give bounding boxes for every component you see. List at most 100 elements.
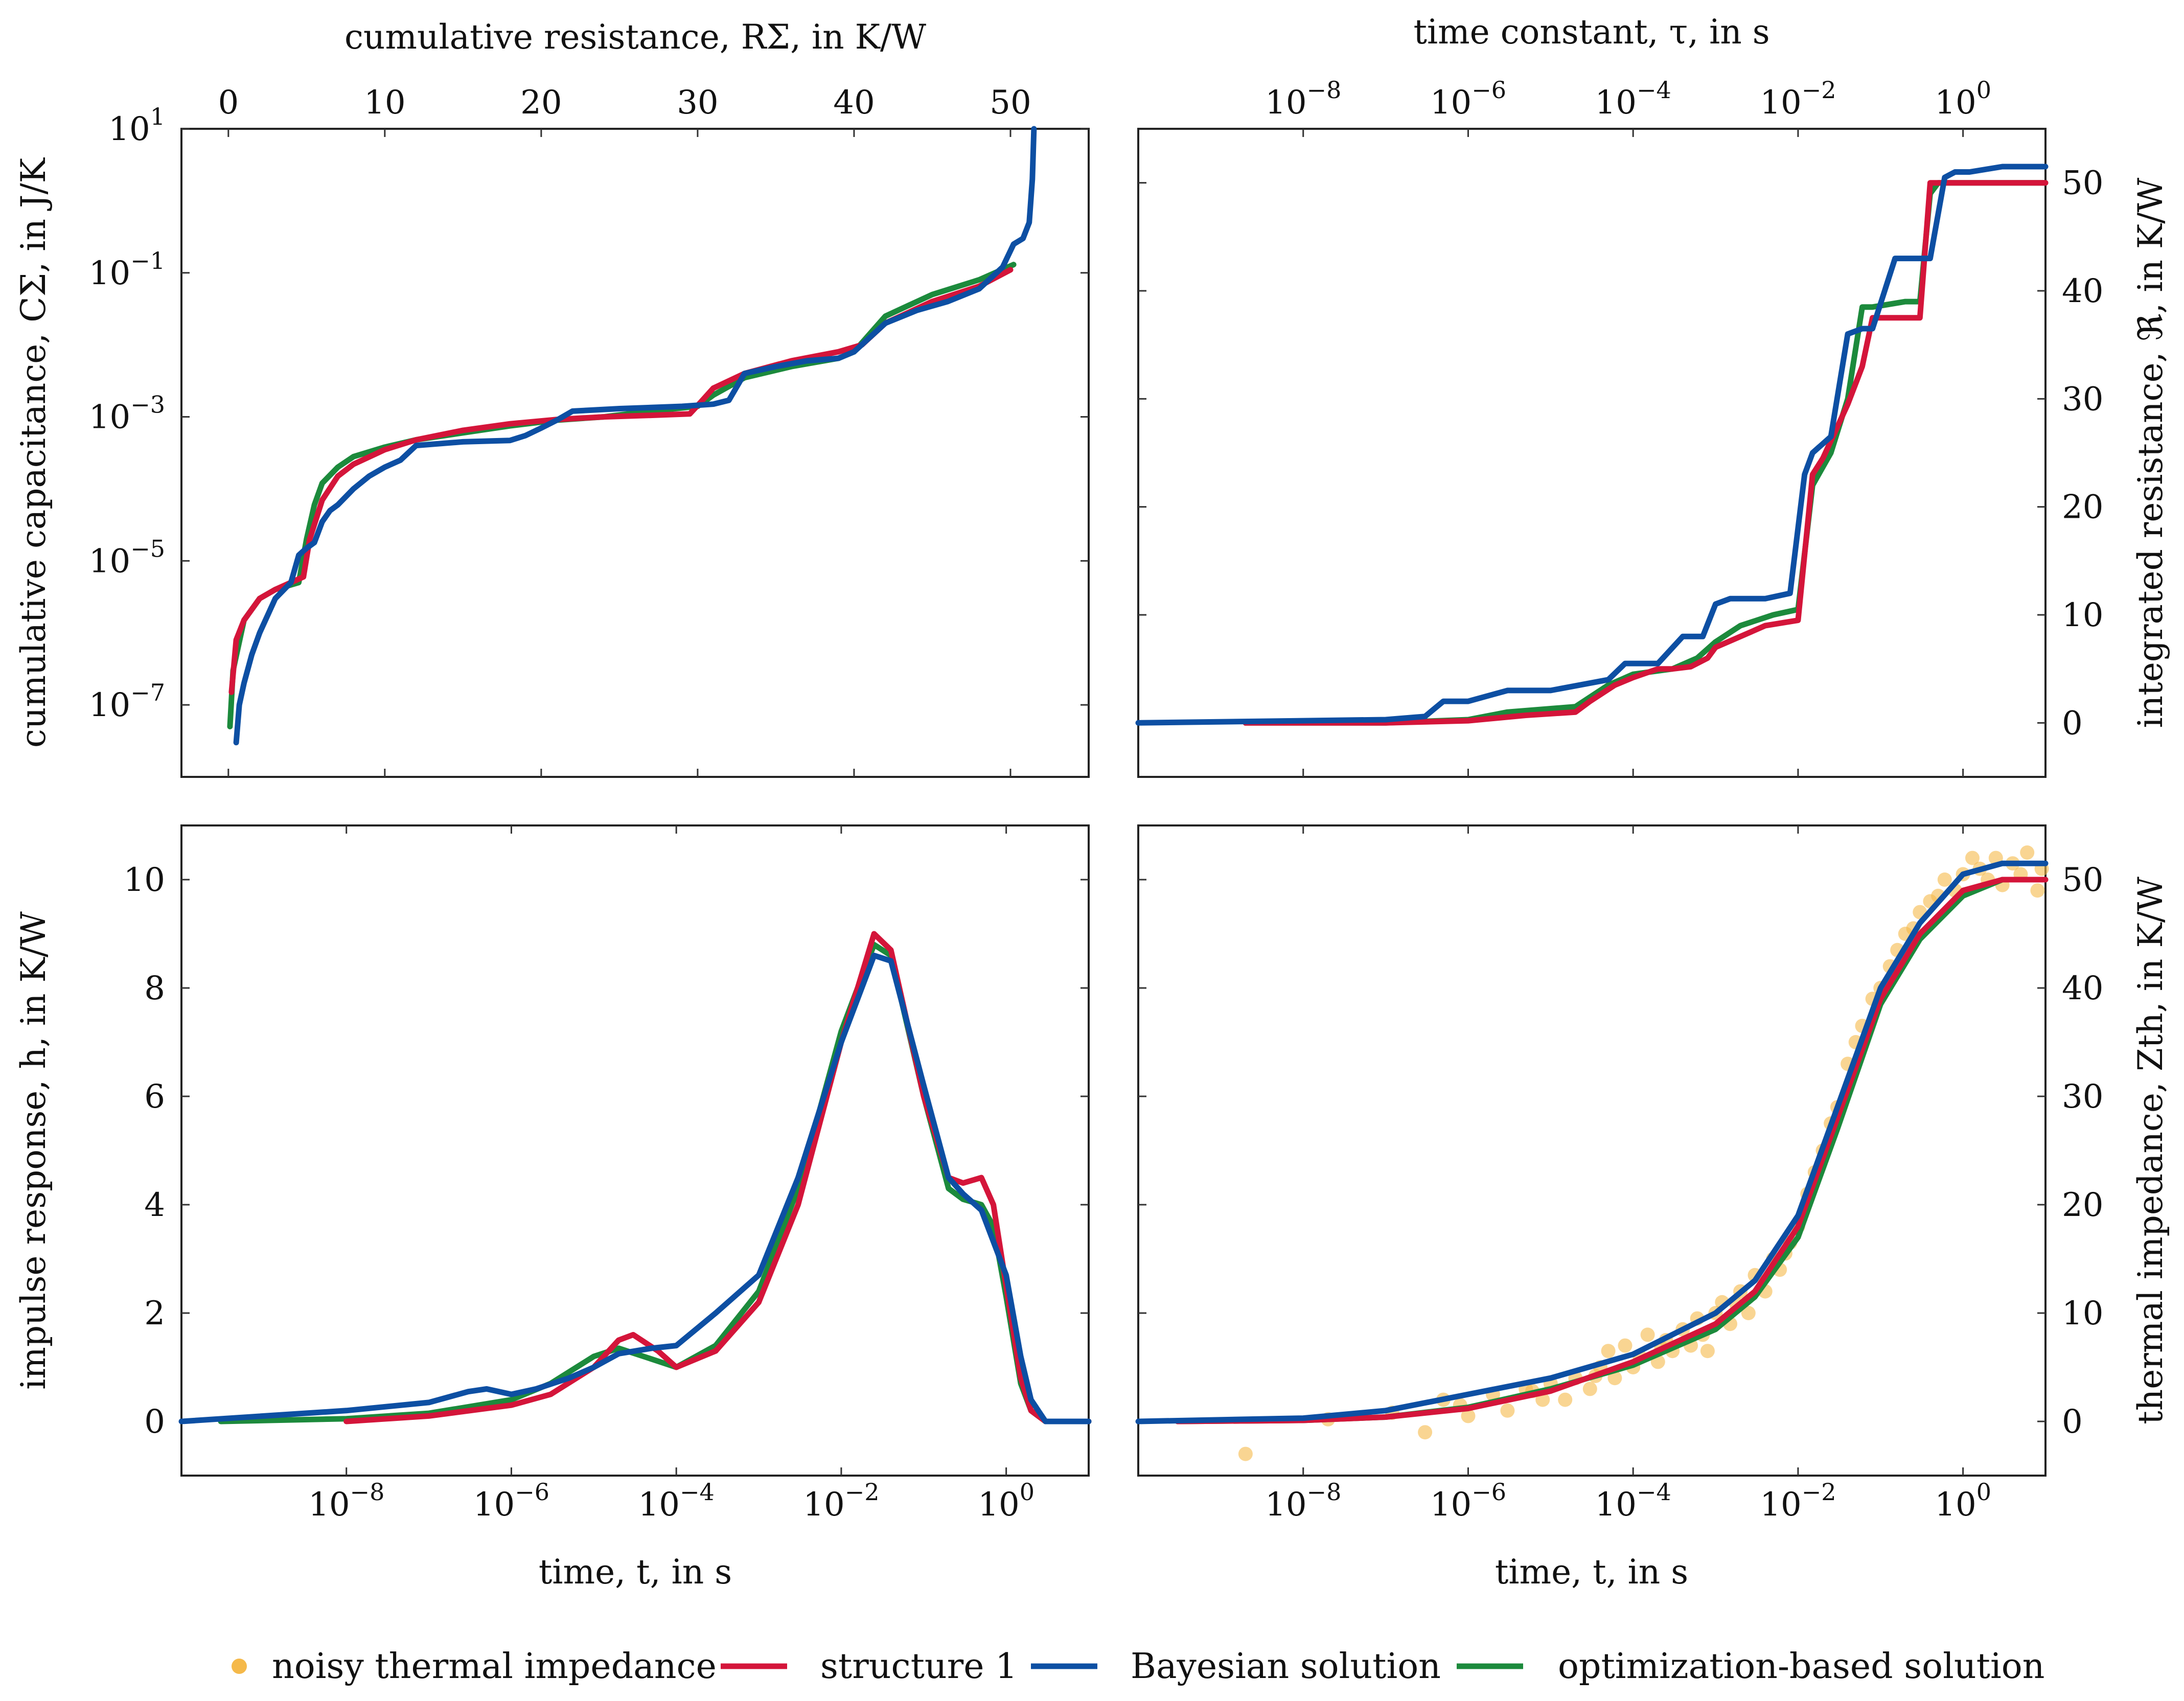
x-tick-exponent: −4 bbox=[1637, 1478, 1671, 1506]
integrated-x-axis-label: time constant, τ, in s bbox=[1413, 12, 1769, 52]
x-tick-label: 10−4 bbox=[1595, 76, 1671, 122]
y-tick-exponent: −7 bbox=[130, 679, 165, 706]
y-tick-label: 40 bbox=[2062, 272, 2103, 310]
noisy-impedance-point bbox=[1640, 1327, 1655, 1342]
structure-series-line bbox=[1175, 877, 2049, 1424]
x-tick-label: 10−4 bbox=[638, 1478, 715, 1524]
x-tick-label: 10−6 bbox=[1430, 1478, 1506, 1524]
cumulative-x-ticks: 0 10 20 30 40 50 bbox=[218, 84, 1031, 777]
bayes-series-line bbox=[1135, 164, 2049, 726]
x-tick-exponent: −6 bbox=[515, 1478, 549, 1506]
impedance-plot-frame bbox=[1137, 824, 2047, 1477]
y-tick-label: 6 bbox=[144, 1078, 165, 1116]
y-tick-label: 8 bbox=[144, 970, 165, 1007]
cumulative-y-axis-label: cumulative capacitance, CΣ, in J/K bbox=[14, 157, 53, 748]
impedance-lines bbox=[1135, 860, 2049, 1424]
bayes-series-line bbox=[233, 126, 1037, 746]
x-tick-exponent: −4 bbox=[680, 1478, 715, 1506]
impulse-plot-frame bbox=[180, 824, 1090, 1477]
y-tick-label: 30 bbox=[2062, 1078, 2103, 1116]
y-tick-label: 0 bbox=[144, 1403, 165, 1441]
noisy-impedance-point bbox=[1238, 1446, 1253, 1461]
y-tick-label: 10 bbox=[2062, 596, 2103, 634]
legend: noisy thermal impedance structure 1 Baye… bbox=[232, 1646, 2044, 1687]
x-tick-exponent: 0 bbox=[1976, 76, 1991, 104]
noisy-impedance-point bbox=[1418, 1425, 1433, 1440]
x-tick-label: 30 bbox=[677, 84, 718, 122]
x-tick-exponent: −6 bbox=[1472, 76, 1506, 104]
integrated-x-ticks: 10−8 10−6 10−4 10−2 100 bbox=[1265, 76, 1991, 777]
impulse-y-axis-label: impulse response, h, in K/W bbox=[14, 911, 53, 1390]
structure-series-line bbox=[1243, 180, 2049, 726]
x-tick-label: 10−2 bbox=[1760, 76, 1836, 122]
impedance-y-axis-label: thermal impedance, Zth, in K/W bbox=[2131, 877, 2170, 1424]
cumulative-x-axis-label: cumulative resistance, RΣ, in K/W bbox=[344, 17, 926, 57]
cumulative-plot-frame bbox=[180, 128, 1090, 778]
noisy-impedance-point bbox=[1558, 1392, 1573, 1407]
y-tick-label: 2 bbox=[144, 1295, 165, 1332]
impulse-lines bbox=[178, 931, 1092, 1424]
x-tick-label: 40 bbox=[833, 84, 875, 122]
y-tick-label: 0 bbox=[2062, 1403, 2083, 1441]
y-tick-label: 10−5 bbox=[89, 535, 165, 580]
x-tick-exponent: 0 bbox=[1020, 1478, 1034, 1506]
legend-bayes-label: Bayesian solution bbox=[1131, 1646, 1441, 1687]
x-tick-label: 10−8 bbox=[1265, 1478, 1341, 1524]
noisy-impedance-point bbox=[1965, 850, 1980, 865]
noisy-impedance-point bbox=[1700, 1344, 1715, 1359]
x-tick-exponent: −6 bbox=[1472, 1478, 1506, 1506]
x-tick-exponent: −2 bbox=[845, 1478, 880, 1506]
noisy-impedance-point bbox=[1618, 1338, 1633, 1353]
y-tick-label: 0 bbox=[2062, 704, 2083, 742]
integrated-plot-frame bbox=[1137, 128, 2047, 778]
y-tick-exponent: −5 bbox=[130, 535, 165, 562]
y-tick-exponent: −1 bbox=[130, 247, 165, 274]
x-tick-exponent: 0 bbox=[1976, 1478, 1991, 1506]
y-tick-exponent: −3 bbox=[130, 391, 165, 419]
impulse-y-ticks: 0 2 4 6 8 10 bbox=[124, 861, 1089, 1441]
y-tick-label: 50 bbox=[2062, 165, 2103, 202]
noisy-impedance-point bbox=[1461, 1409, 1476, 1423]
legend-noisy-marker bbox=[232, 1659, 247, 1674]
noisy-impedance-point bbox=[1741, 1306, 1756, 1320]
integrated-y-axis-label: integrated resistance, ℜ, in K/W bbox=[2131, 178, 2170, 728]
y-tick-label: 50 bbox=[2062, 861, 2103, 899]
x-tick-label: 10−6 bbox=[473, 1478, 549, 1524]
noisy-impedance-point bbox=[1582, 1382, 1597, 1396]
noisy-impedance-point bbox=[1607, 1371, 1622, 1386]
x-tick-label: 10 bbox=[364, 84, 405, 122]
integrated-lines bbox=[1135, 164, 2049, 726]
y-tick-label: 10−7 bbox=[89, 679, 165, 724]
x-tick-label: 10−2 bbox=[1760, 1478, 1836, 1524]
noisy-impedance-point bbox=[1937, 872, 1952, 887]
x-tick-label: 50 bbox=[990, 84, 1031, 122]
y-tick-label: 20 bbox=[2062, 1186, 2103, 1224]
x-tick-exponent: −8 bbox=[1307, 76, 1342, 104]
impedance-panel: 10−8 10−6 10−4 10−2 10 0 0 10 20 30 40 50 time, t,… bbox=[1135, 824, 2170, 1592]
y-tick-label: 20 bbox=[2062, 489, 2103, 526]
cumulative-lines bbox=[227, 126, 1037, 746]
noisy-impedance-point bbox=[2030, 883, 2045, 898]
x-tick-exponent: −8 bbox=[1307, 1478, 1342, 1506]
x-tick-exponent: −8 bbox=[350, 1478, 385, 1506]
y-tick-label: 40 bbox=[2062, 970, 2103, 1007]
noisy-impedance-point bbox=[1601, 1344, 1616, 1359]
y-tick-label: 10 bbox=[124, 861, 165, 899]
x-tick-exponent: −4 bbox=[1637, 76, 1671, 104]
y-tick-label: 10 bbox=[2062, 1295, 2103, 1332]
x-tick-label: 20 bbox=[520, 84, 562, 122]
legend-optim-label: optimization-based solution bbox=[1558, 1646, 2044, 1687]
x-tick-exponent: −2 bbox=[1802, 76, 1836, 104]
impedance-y-ticks: 0 10 20 30 40 50 bbox=[1138, 861, 2103, 1441]
impedance-x-ticks: 10−8 10−6 10−4 10−2 100 bbox=[1265, 825, 1991, 1524]
impulse-x-axis-label: time, t, in s bbox=[539, 1552, 732, 1592]
impedance-x-axis-label: time, t, in s bbox=[1495, 1552, 1688, 1592]
noisy-impedance-point bbox=[2020, 845, 2035, 860]
x-tick-exponent: −2 bbox=[1802, 1478, 1836, 1506]
x-tick-label: 10−4 bbox=[1595, 1478, 1671, 1524]
legend-noisy-label: noisy thermal impedance bbox=[272, 1646, 717, 1687]
y-tick-label: 4 bbox=[144, 1186, 165, 1224]
